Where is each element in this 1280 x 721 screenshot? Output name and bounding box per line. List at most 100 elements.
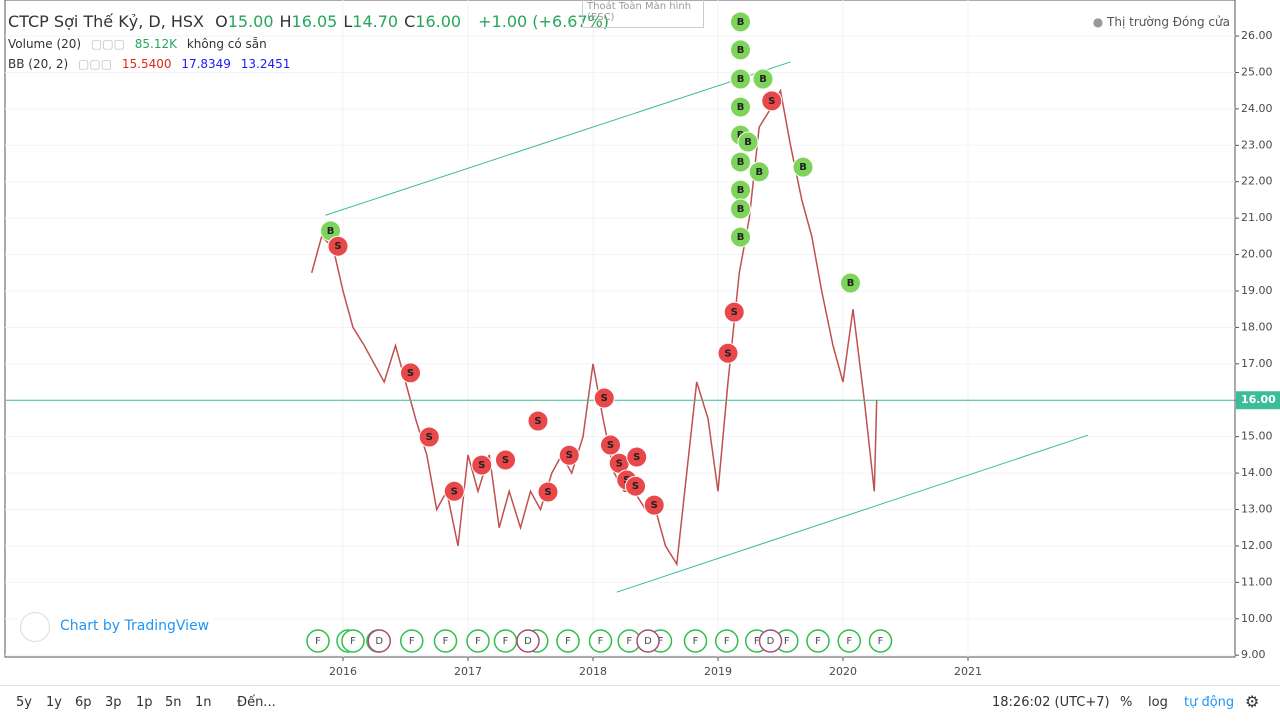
trade-marker-label: S bbox=[534, 416, 541, 427]
event-marker bbox=[588, 629, 613, 653]
trade-marker-label: S bbox=[633, 452, 640, 463]
event-marker bbox=[758, 629, 783, 653]
trade-marker bbox=[495, 449, 516, 471]
toolbar: 5y 1y 6p 3p 1p 5n 1n Đến... 18:26:02 (UT… bbox=[0, 685, 1280, 721]
log-button[interactable]: log bbox=[1148, 695, 1168, 710]
range-button[interactable]: 3p bbox=[105, 695, 122, 710]
trade-marker-label: S bbox=[768, 96, 775, 107]
y-tick-label: 21.00 bbox=[1241, 211, 1273, 224]
trade-marker-label: B bbox=[759, 74, 767, 85]
range-button[interactable]: 5y bbox=[16, 695, 32, 710]
trade-marker bbox=[737, 131, 759, 153]
trade-marker-label: S bbox=[407, 368, 414, 379]
event-marker bbox=[636, 629, 660, 653]
event-marker bbox=[367, 629, 391, 653]
symbol-title: CTCP Sợi Thế Kỷ, D, HSX bbox=[8, 12, 205, 31]
trade-marker-label: S bbox=[632, 481, 639, 492]
trade-marker-label: S bbox=[651, 500, 658, 511]
event-marker bbox=[341, 629, 365, 653]
plot-background bbox=[4, 0, 1236, 658]
trade-marker-label: S bbox=[502, 455, 509, 466]
trade-marker bbox=[626, 446, 648, 468]
settings-button[interactable]: ⚙ bbox=[1245, 692, 1260, 711]
x-tick-label: 2021 bbox=[954, 665, 982, 678]
ohlc-key: O bbox=[215, 12, 228, 31]
event-label: D bbox=[375, 636, 383, 647]
trade-marker bbox=[443, 480, 465, 502]
trade-marker-label: S bbox=[451, 486, 458, 497]
range-button[interactable]: 6p bbox=[75, 695, 92, 710]
range-button[interactable]: 1y bbox=[46, 695, 62, 710]
y-tick-label: 24.00 bbox=[1241, 102, 1273, 115]
exit-fullscreen[interactable]: Thoát Toàn Màn hình (ESC) bbox=[582, 0, 704, 28]
trade-marker bbox=[643, 494, 665, 516]
trade-marker bbox=[752, 68, 774, 90]
trade-marker bbox=[593, 387, 615, 409]
trade-marker bbox=[717, 342, 739, 364]
y-tick-label: 18.00 bbox=[1241, 320, 1273, 333]
last-price-label: 16.00 bbox=[1241, 393, 1276, 406]
trade-marker bbox=[600, 434, 621, 456]
event-label: F bbox=[693, 636, 699, 647]
trade-marker-label: B bbox=[847, 278, 855, 289]
event-label: D bbox=[644, 636, 652, 647]
trade-marker-label: B bbox=[327, 226, 335, 237]
auto-button[interactable]: tự động bbox=[1184, 695, 1235, 710]
percent-button[interactable]: % bbox=[1120, 695, 1133, 710]
trade-marker-label: S bbox=[731, 307, 738, 318]
indicator-value: 15.5400 bbox=[121, 57, 172, 71]
event-label: D bbox=[767, 636, 775, 647]
trade-marker bbox=[761, 90, 783, 112]
trade-marker-label: B bbox=[737, 204, 745, 215]
trade-marker-label: B bbox=[737, 45, 745, 56]
y-tick-label: 10.00 bbox=[1241, 612, 1273, 625]
ohlc-value: 16.05 bbox=[291, 12, 338, 31]
trade-marker bbox=[400, 362, 421, 384]
market-status: ● Thị trường Đóng cửa bbox=[1092, 15, 1230, 29]
credit-text: Chart by TradingView bbox=[60, 618, 210, 634]
trade-marker bbox=[730, 39, 751, 61]
y-tick-label: 14.00 bbox=[1241, 466, 1273, 479]
ohlc-key: L bbox=[343, 12, 353, 31]
event-label: F bbox=[815, 636, 821, 647]
indicator-value: 13.2451 bbox=[240, 57, 291, 71]
trade-marker bbox=[748, 161, 770, 183]
event-label: F bbox=[784, 636, 790, 647]
trendline bbox=[325, 61, 791, 216]
event-label: F bbox=[598, 636, 604, 647]
trade-marker bbox=[327, 235, 349, 257]
indicator-value: 85.12K bbox=[134, 37, 177, 51]
y-tick-label: 17.00 bbox=[1241, 357, 1273, 370]
range-button[interactable]: 1p bbox=[136, 695, 153, 710]
ohlc: O15.00 H16.05 L14.70 C16.00 bbox=[215, 12, 467, 31]
trade-marker-label: B bbox=[737, 185, 745, 196]
x-tick-label: 2016 bbox=[329, 665, 357, 678]
trade-marker-label: S bbox=[607, 440, 614, 451]
range-button[interactable]: 5n bbox=[165, 695, 182, 710]
x-tick-label: 2019 bbox=[704, 665, 732, 678]
trade-marker bbox=[730, 198, 751, 220]
ohlc-value: 14.70 bbox=[352, 12, 399, 31]
clock: 18:26:02 (UTC+7) bbox=[992, 695, 1110, 710]
event-label: F bbox=[350, 636, 356, 647]
event-label: F bbox=[315, 636, 321, 647]
event-marker bbox=[306, 629, 330, 653]
event-label: F bbox=[626, 636, 632, 647]
goto-button[interactable]: Đến... bbox=[237, 695, 276, 710]
credit[interactable]: Chart by TradingView bbox=[16, 610, 216, 644]
trade-marker bbox=[537, 481, 559, 503]
trade-marker-label: B bbox=[737, 74, 745, 85]
event-marker bbox=[466, 629, 490, 653]
event-label: F bbox=[475, 636, 481, 647]
y-tick-label: 12.00 bbox=[1241, 539, 1273, 552]
range-button[interactable]: 1n bbox=[195, 695, 212, 710]
event-marker bbox=[556, 629, 580, 653]
event-label: F bbox=[724, 636, 730, 647]
ohlc-value: 16.00 bbox=[415, 12, 462, 31]
ohlc-key: H bbox=[279, 12, 292, 31]
legend-bb: BB (20, 2) ▢▢▢ 15.5400 17.8349 13.2451 bbox=[8, 57, 291, 71]
indicator-note: không có sẵn bbox=[186, 37, 267, 51]
event-marker bbox=[715, 629, 739, 653]
event-marker bbox=[433, 629, 458, 653]
event-label: F bbox=[443, 636, 449, 647]
